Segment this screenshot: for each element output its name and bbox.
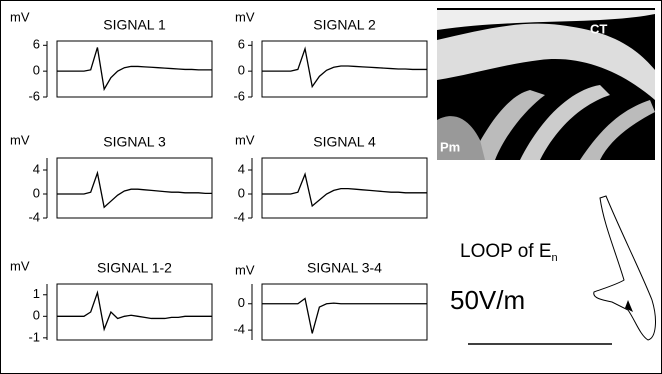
scale-label: 50V/m	[450, 285, 525, 315]
y-tick-label: -6	[28, 88, 40, 103]
loop-title-main: LOOP of E	[460, 241, 552, 262]
image-label: CT	[590, 21, 607, 36]
micrograph: CT Pm	[437, 8, 655, 160]
y-tick-label: 0	[33, 308, 40, 323]
chart-title: SIGNAL 3	[103, 134, 166, 150]
y-tick-label: -4	[233, 322, 245, 337]
y-tick-label: -6	[233, 88, 245, 103]
y-tick-label: 0	[238, 295, 245, 310]
figure: CT Pm LOOP of En 50V/m SIGNAL 1mV60-6SIG…	[0, 0, 662, 374]
y-tick-label: -4	[233, 209, 245, 224]
y-unit-label: mV	[10, 9, 30, 24]
y-tick-label: 6	[238, 37, 245, 52]
y-tick-label: -4	[28, 209, 40, 224]
y-unit-label: mV	[235, 262, 255, 277]
chart-title: SIGNAL 1	[103, 17, 166, 33]
loop-title: LOOP of En	[460, 241, 558, 264]
loop-subscript: n	[552, 252, 558, 264]
y-tick-label: 0	[33, 185, 40, 200]
y-unit-label: mV	[10, 258, 30, 273]
y-tick-label: 4	[238, 161, 245, 176]
y-tick-label: -1	[28, 329, 40, 344]
y-tick-label: 0	[33, 63, 40, 78]
chart-title: SIGNAL 4	[313, 134, 376, 150]
y-tick-label: 4	[33, 161, 40, 176]
y-tick-label: 0	[238, 185, 245, 200]
chart-title: SIGNAL 3-4	[307, 260, 382, 276]
y-tick-label: 0	[238, 63, 245, 78]
image-label: Pm	[440, 139, 460, 154]
y-unit-label: mV	[10, 132, 30, 147]
y-unit-label: mV	[235, 132, 255, 147]
y-tick-label: 1	[33, 286, 40, 301]
chart-title: SIGNAL 1-2	[97, 260, 172, 276]
y-tick-label: 6	[33, 37, 40, 52]
chart-title: SIGNAL 2	[313, 17, 376, 33]
y-unit-label: mV	[235, 9, 255, 24]
